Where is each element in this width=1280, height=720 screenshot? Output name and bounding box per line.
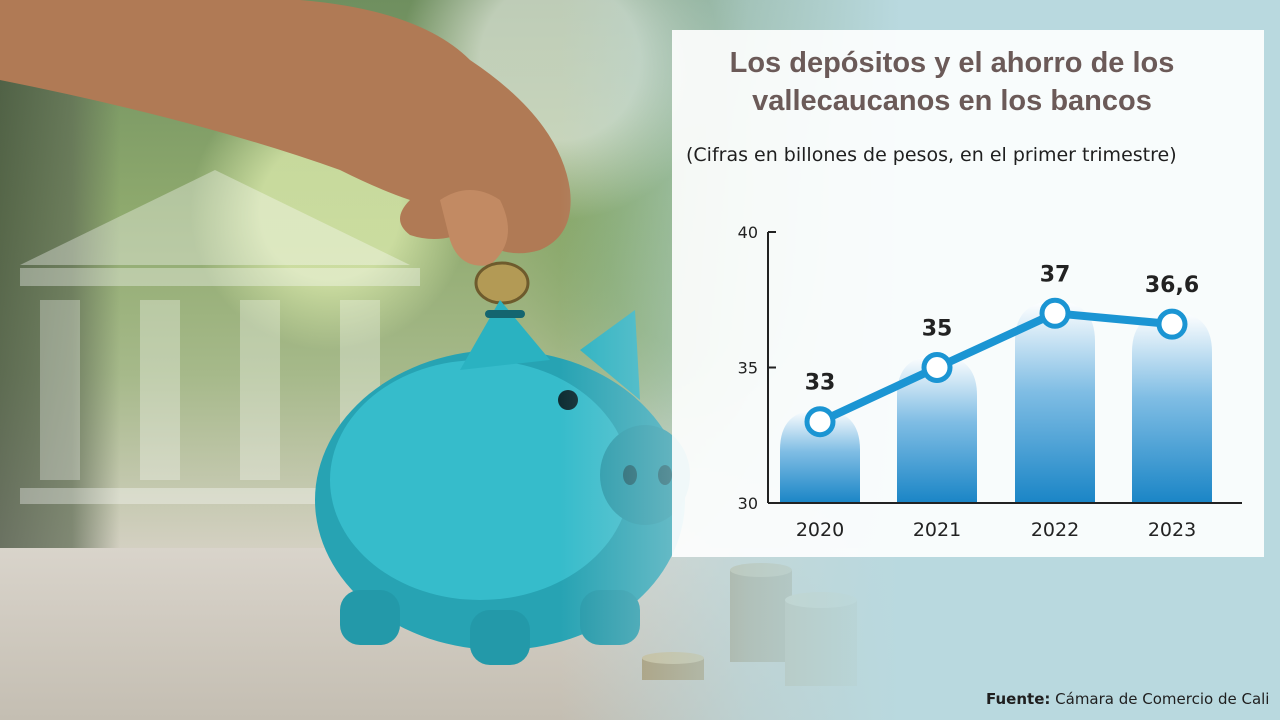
x-tick-label-2023: 2023 (1148, 519, 1196, 541)
bar-2022 (1015, 301, 1095, 503)
y-tick-label-40: 40 (738, 223, 758, 242)
bar-2020 (780, 409, 860, 503)
data-label-2020: 33 (805, 371, 836, 396)
hand-image (0, 0, 571, 305)
x-tick-label-2021: 2021 (913, 519, 961, 541)
bar-2023 (1132, 312, 1212, 503)
point-2023 (1156, 308, 1188, 340)
chart-title: Los depósitos y el ahorro de los valleca… (652, 44, 1252, 120)
data-label-2022: 37 (1040, 262, 1071, 287)
data-label-2023: 36,6 (1145, 273, 1199, 298)
source-label: Fuente: (986, 690, 1051, 708)
data-label-2021: 35 (922, 317, 953, 342)
chart-title-line1: Los depósitos y el ahorro de los (729, 47, 1175, 79)
y-tick-label-30: 30 (738, 494, 758, 513)
x-tick-label-2020: 2020 (796, 519, 844, 541)
point-2021 (921, 352, 953, 383)
point-2020 (804, 406, 836, 438)
point-2022 (1039, 297, 1071, 329)
bar-2021 (897, 355, 977, 503)
chart-title-line2: vallecaucanos en los bancos (752, 85, 1152, 117)
series-line (818, 309, 1173, 426)
x-tick-label-2022: 2022 (1031, 519, 1079, 541)
chart-subtitle: (Cifras en billones de pesos, en el prim… (686, 144, 1177, 166)
y-tick-label-35: 35 (738, 359, 758, 378)
source-text: Cámara de Comercio de Cali (1055, 690, 1270, 708)
source-note: Fuente: Cámara de Comercio de Cali (986, 690, 1269, 708)
